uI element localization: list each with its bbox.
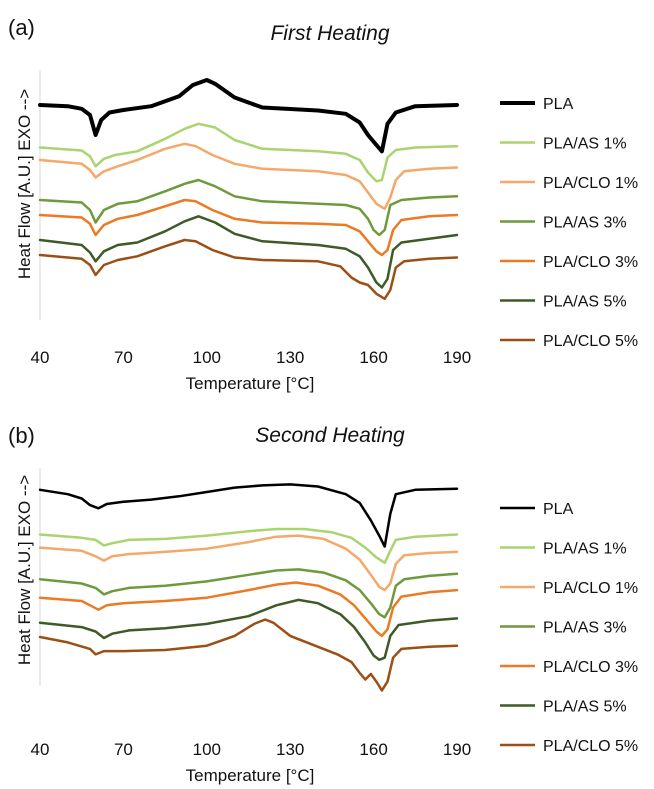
legend-entry: PLA/AS 3% (500, 620, 627, 637)
legend-label: PLA (543, 501, 574, 518)
legend-label: PLA/CLO 3% (543, 254, 638, 271)
series-line-2 (38, 122, 459, 183)
panel-letter: (b) (8, 423, 35, 448)
y-axis-label: Heat Flow [A.U.] EXO --> (15, 89, 34, 279)
x-tick-label: 160 (359, 348, 387, 367)
series-line-3 (38, 142, 459, 211)
series-line-3 (38, 534, 459, 592)
legend-label: PLA/AS 1% (543, 136, 627, 153)
legend-label: PLA/CLO 5% (543, 333, 638, 350)
legend-entry: PLA/AS 1% (500, 541, 627, 558)
series-line-4 (38, 178, 459, 237)
legend-label: PLA/AS 5% (543, 699, 627, 716)
legend-label: PLA (543, 96, 574, 113)
x-tick-label: 100 (193, 348, 221, 367)
series-layer (38, 483, 459, 692)
legend-label: PLA/CLO 1% (543, 580, 638, 597)
legend-entry: PLA/AS 3% (500, 215, 627, 232)
x-tick-label: 40 (31, 348, 50, 367)
x-axis-label: Temperature [°C] (186, 374, 315, 393)
legend-entry: PLA/CLO 1% (500, 175, 638, 192)
series-line-2 (38, 527, 459, 565)
series-line-5 (38, 581, 459, 638)
panel-a: (a) First Heating Heat Flow [A.U.] EXO -… (8, 15, 638, 393)
x-tick-label: 160 (359, 740, 387, 759)
legend: PLA PLA/AS 1% PLA/CLO 1% PLA/AS 3% PLA/CLO 3… (500, 96, 638, 350)
x-tick-label: 130 (276, 740, 304, 759)
x-tick-label: 70 (114, 348, 133, 367)
x-tick-layer: 40 70 100 130 160 190 (31, 740, 472, 759)
series-line-4 (38, 568, 459, 619)
series-layer (38, 78, 459, 301)
legend-label: PLA/AS 3% (543, 215, 627, 232)
series-line-6 (38, 215, 459, 289)
legend-entry: PLA/CLO 5% (500, 333, 638, 350)
panel-b: (b) Second Heating Heat Flow [A.U.] EXO … (8, 423, 638, 785)
legend-entry: PLA (500, 96, 574, 113)
legend-label: PLA/AS 5% (543, 294, 627, 311)
legend: PLA PLA/AS 1% PLA/CLO 1% PLA/AS 3% PLA/CLO 3… (500, 501, 638, 755)
x-tick-label: 100 (193, 740, 221, 759)
chart-title: First Heating (270, 22, 389, 45)
series-line-1 (38, 78, 459, 154)
series-line-1 (38, 483, 459, 548)
legend-label: PLA/CLO 1% (543, 175, 638, 192)
y-axis-label: Heat Flow [A.U.] EXO --> (15, 475, 34, 665)
legend-label: PLA/AS 3% (543, 620, 627, 637)
panel-letter: (a) (8, 15, 35, 40)
chart-title: Second Heating (255, 424, 405, 447)
legend-entry: PLA/CLO 3% (500, 254, 638, 271)
legend-entry: PLA/AS 1% (500, 136, 627, 153)
x-tick-layer: 40 70 100 130 160 190 (31, 348, 472, 367)
legend-entry: PLA/CLO 1% (500, 580, 638, 597)
legend-entry: PLA/CLO 5% (500, 738, 638, 755)
series-line-6 (38, 598, 459, 662)
x-tick-label: 40 (31, 740, 50, 759)
series-line-7 (38, 238, 459, 301)
x-tick-label: 190 (443, 740, 471, 759)
x-tick-label: 190 (443, 348, 471, 367)
x-tick-label: 130 (276, 348, 304, 367)
series-line-7 (38, 618, 459, 692)
legend-entry: PLA/AS 5% (500, 699, 627, 716)
x-tick-label: 70 (114, 740, 133, 759)
legend-label: PLA/AS 1% (543, 541, 627, 558)
legend-label: PLA/CLO 5% (543, 738, 638, 755)
legend-label: PLA/CLO 3% (543, 659, 638, 676)
legend-entry: PLA (500, 501, 574, 518)
series-line-5 (38, 198, 459, 257)
legend-entry: PLA/CLO 3% (500, 659, 638, 676)
legend-entry: PLA/AS 5% (500, 294, 627, 311)
x-axis-label: Temperature [°C] (186, 766, 315, 785)
